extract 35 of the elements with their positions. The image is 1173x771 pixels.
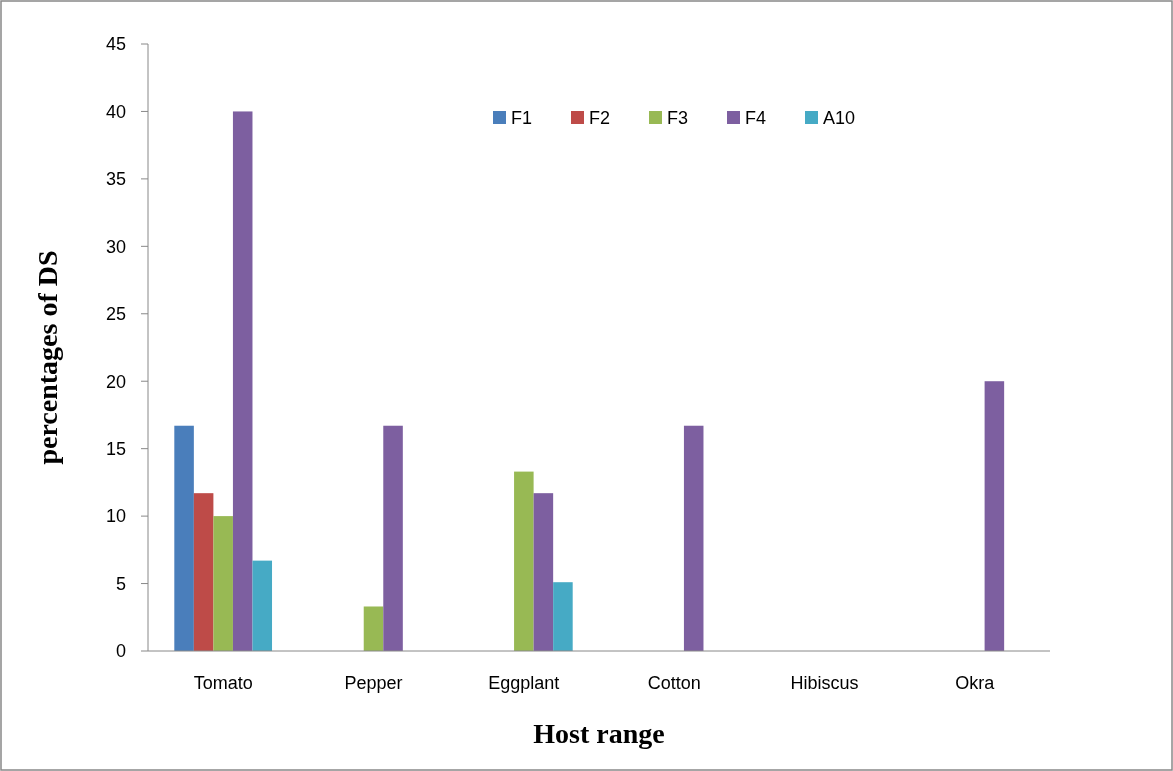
x-tick-label: Okra [955, 673, 996, 693]
bar [383, 425, 403, 651]
y-tick-label: 35 [105, 169, 126, 190]
y-tick-label: 30 [105, 236, 126, 257]
legend-label: F1 [511, 108, 533, 129]
bar [252, 560, 273, 651]
x-tick-label: Tomato [193, 673, 253, 693]
bar [984, 381, 1005, 651]
legend-label: A10 [823, 108, 856, 129]
x-tick-label: Cotton [647, 673, 701, 693]
y-tick-label: 25 [105, 304, 126, 325]
bar [363, 606, 384, 651]
y-tick-label: 5 [115, 573, 126, 594]
x-tick-label: Eggplant [488, 673, 560, 693]
bar [232, 111, 253, 651]
bar [683, 425, 704, 651]
y-tick-label: 15 [105, 438, 126, 459]
y-tick-label: 20 [105, 371, 126, 392]
y-axis-title: percentages of DS [32, 250, 63, 465]
bar [553, 582, 573, 651]
legend-label: F3 [667, 108, 689, 129]
bar [213, 516, 233, 651]
bar [514, 471, 534, 651]
y-tick-label: 45 [105, 34, 126, 55]
bar [533, 493, 554, 651]
y-tick-label: 0 [115, 641, 126, 662]
x-tick-label: Pepper [344, 673, 403, 693]
x-axis-title: Host range [533, 718, 665, 749]
legend-label: F2 [589, 108, 611, 129]
legend-label: F4 [745, 108, 767, 129]
x-tick-label: Hibiscus [790, 673, 859, 693]
y-tick-label: 10 [105, 506, 126, 527]
y-tick-label: 40 [105, 101, 126, 122]
bar [193, 493, 214, 651]
bar [174, 425, 194, 651]
